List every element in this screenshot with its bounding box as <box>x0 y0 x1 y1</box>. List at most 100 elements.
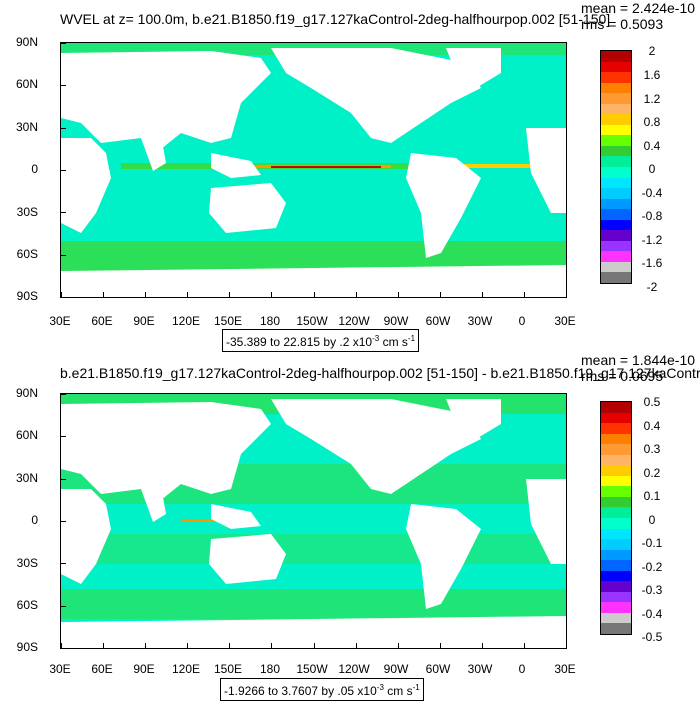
colorbar-swatch <box>601 219 631 231</box>
lon-label: 30E <box>49 662 71 676</box>
lon-label: 180 <box>259 662 281 676</box>
colorbar-label: -0.4 <box>641 186 663 200</box>
colorbar-label: 0.3 <box>643 442 661 456</box>
colorbar-label: -0.3 <box>641 583 663 597</box>
contour-info-exponent: -3 <box>376 683 384 692</box>
lat-label: 90N <box>15 386 38 400</box>
axis-tick <box>61 297 66 298</box>
colorbar-swatch <box>601 240 631 252</box>
axis-tick <box>566 292 567 297</box>
lon-label: 0 <box>518 662 526 676</box>
bottom-panel: b.e21.B1850.f19_g17.127kaControl-2deg-ha… <box>0 350 700 701</box>
axis-tick <box>61 212 66 214</box>
lat-label: 60S <box>16 247 38 261</box>
contour-info: -1.9266 to 3.7607 by .05 x10 <box>224 684 377 698</box>
lat-label: 60S <box>16 598 38 612</box>
colorbar-label: -1.6 <box>641 256 663 270</box>
colorbar-label: -1.2 <box>641 233 663 247</box>
lon-label: 120W <box>338 314 370 328</box>
contour-units: cm s <box>383 684 413 698</box>
lat-label: 0 <box>31 162 38 176</box>
lon-label: 90E <box>133 314 155 328</box>
lon-label: 0 <box>518 314 526 328</box>
colorbar-swatch <box>601 135 631 146</box>
colorbar-swatch <box>601 230 631 241</box>
contour-info-box: -1.9266 to 3.7607 by .05 x10-3 cm s-1 <box>220 678 424 701</box>
colorbar-swatch <box>601 612 631 624</box>
colorbar-swatch <box>601 591 631 603</box>
axis-tick <box>103 292 105 297</box>
contour-info-exponent: -3 <box>372 334 380 343</box>
colorbar-label: 0.4 <box>643 139 661 153</box>
lon-label: 150E <box>213 662 243 676</box>
lon-label: 120E <box>171 314 201 328</box>
colorbar-swatch <box>601 209 631 220</box>
colorbar-swatch <box>601 570 631 582</box>
lon-label: 180 <box>259 314 281 328</box>
colorbar-swatch <box>601 114 631 125</box>
colorbar-swatch <box>601 560 631 571</box>
lon-label: 90E <box>133 662 155 676</box>
axis-tick <box>145 292 147 297</box>
colorbar-swatch <box>601 518 631 529</box>
mean-stat: mean = 2.424e-10 <box>581 0 696 16</box>
axis-tick <box>271 643 273 648</box>
colorbar-swatch <box>601 145 631 157</box>
lat-label: 0 <box>31 513 38 527</box>
lon-label: 30E <box>554 662 576 676</box>
lat-label: 90S <box>16 289 38 303</box>
axis-tick <box>355 643 357 648</box>
axis-tick <box>61 85 66 87</box>
lat-label: 90N <box>15 35 38 49</box>
colorbar-swatch <box>601 261 631 273</box>
axis-tick <box>523 292 525 297</box>
colorbar-swatch <box>601 423 631 434</box>
colorbar-swatch <box>601 51 631 62</box>
axis-tick <box>61 43 66 44</box>
colorbar <box>600 50 632 284</box>
axis-tick <box>397 643 399 648</box>
lon-label: 60E <box>91 662 113 676</box>
lon-label: 30W <box>467 314 493 328</box>
lon-label: 90W <box>383 662 409 676</box>
colorbar-swatch <box>601 507 631 518</box>
colorbar-swatch <box>601 156 631 167</box>
lon-label: 120E <box>171 662 201 676</box>
colorbar-label: 0.5 <box>643 395 661 409</box>
lon-label: 60W <box>425 662 451 676</box>
axis-tick <box>61 648 66 649</box>
colorbar-swatch <box>601 177 631 189</box>
axis-tick <box>187 643 189 648</box>
colorbar-swatches <box>600 50 632 284</box>
axis-tick <box>313 292 315 297</box>
panel-title: WVEL at z= 100.0m, b.e21.B1850.f19_g17.1… <box>60 11 611 27</box>
colorbar-swatch <box>601 528 631 540</box>
axis-tick <box>61 170 66 171</box>
colorbar-swatch <box>601 465 631 476</box>
lon-label: 90W <box>383 314 409 328</box>
colorbar-swatch <box>601 496 631 508</box>
colorbar-label: -0.1 <box>641 536 663 550</box>
colorbar-label: 0.1 <box>643 489 661 503</box>
axis-tick <box>187 292 189 297</box>
lat-label: 60N <box>15 428 38 442</box>
axis-tick <box>229 643 231 648</box>
colorbar-label: -0.8 <box>641 209 663 223</box>
lon-label: 60E <box>91 314 113 328</box>
colorbar-label: 0.8 <box>643 115 661 129</box>
map-plot <box>60 42 567 298</box>
colorbar-swatch <box>601 198 631 210</box>
axis-tick <box>523 643 525 648</box>
colorbar-swatch <box>601 623 631 634</box>
colorbar-swatch <box>601 539 631 550</box>
colorbar-swatch <box>601 475 631 487</box>
lat-label: 60N <box>15 77 38 91</box>
colorbar-swatches <box>600 401 632 635</box>
colorbar-swatch <box>601 93 631 104</box>
colorbar-label: 0.2 <box>643 466 661 480</box>
axis-tick <box>355 292 357 297</box>
axis-tick <box>313 643 315 648</box>
colorbar-swatch <box>601 82 631 94</box>
colorbar-swatch <box>601 167 631 178</box>
lat-label: 90S <box>16 640 38 654</box>
